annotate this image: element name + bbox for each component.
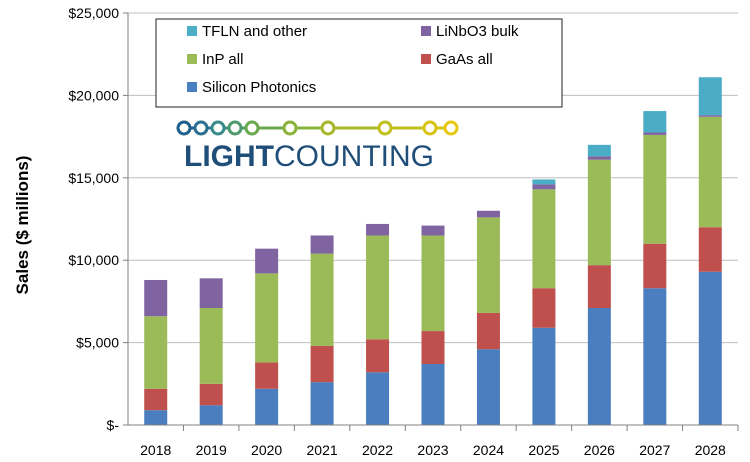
x-axis: 2018 2019 2020 2021 2022 2023 2024 2025 2026 2027… — [128, 424, 739, 458]
x-tick-label: 2018 — [140, 442, 171, 458]
bar-inp-all-2024 — [476, 217, 500, 313]
legend-label: LiNbO3 bulk — [436, 23, 519, 40]
bar-silicon-photonics-2019 — [199, 405, 223, 425]
bar-gaas-all-2018 — [144, 388, 168, 411]
legend-label: GaAs all — [436, 51, 493, 68]
legend-swatch — [187, 82, 197, 92]
bar-linbo3-bulk-2022 — [366, 223, 390, 236]
bar-silicon-photonics-2020 — [255, 388, 279, 425]
logo-circle — [176, 120, 192, 136]
bar-inp-all-2026 — [587, 159, 611, 266]
legend-swatch — [187, 26, 197, 36]
y-axis: $- $5,000 $10,000 $15,000 $20,000 $25,000 — [68, 5, 129, 433]
bar-gaas-all-2019 — [199, 383, 223, 406]
bar-inp-all-2020 — [255, 273, 279, 363]
bar-gaas-all-2021 — [310, 345, 334, 383]
bar-tfln-and-other-2027 — [643, 111, 667, 133]
logo-circle — [377, 120, 393, 136]
x-tick-label: 2026 — [584, 442, 615, 458]
y-tick-label: $10,000 — [68, 252, 119, 268]
bar-silicon-photonics-2021 — [310, 382, 334, 425]
logo-circle — [227, 120, 243, 136]
bar-silicon-photonics-2026 — [587, 307, 611, 425]
bar-inp-all-2027 — [643, 134, 667, 244]
legend-box — [155, 18, 563, 108]
bar-linbo3-bulk-2027 — [643, 132, 667, 135]
x-tick-label: 2019 — [196, 442, 227, 458]
bar-tfln-and-other-2025 — [532, 179, 556, 185]
bar-inp-all-2023 — [421, 235, 445, 332]
bar-linbo3-bulk-2019 — [199, 278, 223, 308]
logo-circle — [443, 120, 459, 136]
bar-linbo3-bulk-2020 — [255, 248, 279, 274]
x-tick-label: 2028 — [695, 442, 726, 458]
bar-tfln-and-other-2026 — [587, 144, 611, 157]
legend-swatch — [421, 54, 431, 64]
bar-gaas-all-2022 — [366, 339, 390, 373]
logo-text-bold: LIGHT — [184, 140, 274, 173]
bar-gaas-all-2020 — [255, 362, 279, 389]
bar-inp-all-2025 — [532, 189, 556, 289]
y-tick-label: $5,000 — [76, 335, 119, 351]
y-tick-label: $20,000 — [68, 87, 119, 103]
bar-silicon-photonics-2023 — [421, 364, 445, 425]
x-tick-label: 2024 — [473, 442, 504, 458]
logo-text-regular: COUNTING — [274, 140, 434, 173]
logo-circle — [244, 120, 260, 136]
logo-text: LIGHTCOUNTING — [184, 140, 434, 173]
bar-silicon-photonics-2025 — [532, 327, 556, 425]
y-tick-label: $- — [107, 417, 120, 433]
lightcounting-logo: LIGHTCOUNTING — [176, 120, 459, 173]
logo-circle — [282, 120, 298, 136]
logo-circle — [210, 120, 226, 136]
legend-label: InP all — [202, 51, 243, 68]
bar-silicon-photonics-2018 — [144, 410, 168, 425]
bar-gaas-all-2024 — [476, 312, 500, 350]
legend-label: Silicon Photonics — [202, 79, 316, 96]
x-tick-label: 2022 — [362, 442, 393, 458]
y-axis-label: Sales ($ millions) — [13, 156, 32, 295]
bar-inp-all-2021 — [310, 253, 334, 346]
legend-swatch — [187, 54, 197, 64]
logo-circle — [193, 120, 209, 136]
bar-gaas-all-2025 — [532, 288, 556, 328]
bar-linbo3-bulk-2028 — [698, 115, 722, 117]
y-tick-label: $15,000 — [68, 170, 119, 186]
bar-linbo3-bulk-2025 — [532, 184, 556, 190]
bar-inp-all-2022 — [366, 235, 390, 340]
bar-silicon-photonics-2024 — [476, 349, 500, 425]
legend: TFLN and other LiNbO3 bulk InP all GaAs all… — [155, 18, 563, 108]
x-tick-label: 2023 — [417, 442, 448, 458]
legend-label: TFLN and other — [202, 23, 307, 40]
bar-gaas-all-2027 — [643, 243, 667, 289]
bars — [144, 77, 722, 425]
legend-swatch — [421, 26, 431, 36]
bar-inp-all-2028 — [698, 116, 722, 228]
bar-silicon-photonics-2022 — [366, 372, 390, 425]
bar-gaas-all-2028 — [698, 227, 722, 272]
bar-silicon-photonics-2028 — [698, 271, 722, 425]
logo-circle — [320, 120, 336, 136]
bar-linbo3-bulk-2023 — [421, 225, 445, 236]
bar-linbo3-bulk-2024 — [476, 210, 500, 218]
bar-tfln-and-other-2028 — [698, 77, 722, 116]
bar-gaas-all-2026 — [587, 265, 611, 308]
bar-silicon-photonics-2027 — [643, 288, 667, 425]
y-tick-label: $25,000 — [68, 5, 119, 21]
bar-inp-all-2019 — [199, 307, 223, 384]
bar-inp-all-2018 — [144, 316, 168, 389]
x-tick-label: 2021 — [307, 442, 338, 458]
bar-linbo3-bulk-2026 — [587, 156, 611, 160]
bar-gaas-all-2023 — [421, 331, 445, 365]
logo-circle — [422, 120, 438, 136]
bar-linbo3-bulk-2021 — [310, 235, 334, 254]
x-tick-label: 2020 — [251, 442, 282, 458]
x-tick-label: 2025 — [528, 442, 559, 458]
x-tick-label: 2027 — [639, 442, 670, 458]
bar-linbo3-bulk-2018 — [144, 279, 168, 317]
